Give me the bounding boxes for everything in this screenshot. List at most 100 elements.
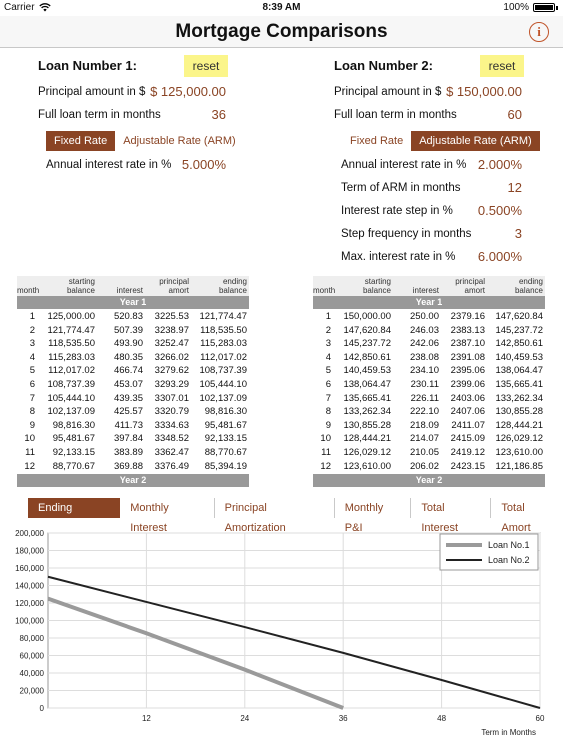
table-cell: 3293.29 (154, 379, 189, 390)
table-cell: 142,850.61 (343, 351, 391, 363)
table-row[interactable]: 9 98,816.30 411.73 3334.63 95,481.67 (17, 419, 249, 432)
x-tick-label: 48 (437, 714, 446, 723)
table-cell: 425.57 (113, 406, 143, 418)
loan-2-reset-button[interactable]: reset (480, 55, 524, 77)
table-cell: 98,816.30 (52, 419, 95, 431)
loan-2-arm-option[interactable]: Adjustable Rate (ARM) (411, 131, 540, 151)
chart-tabs: Ending Balance Monthly Interest Principa… (28, 498, 563, 534)
table-cell: 3 (29, 338, 35, 350)
table-cell: 135,665.41 (495, 379, 543, 390)
loan-1-fixed-rate-option[interactable]: Fixed Rate (46, 131, 116, 151)
loan-2-term-label: Full loan term in months (334, 109, 457, 121)
loan-1-interest-label: Annual interest rate in % (46, 159, 172, 171)
loan-1-interest-input[interactable]: 5.000% (181, 157, 226, 172)
table-row[interactable]: 3 145,237.72 242.06 2387.10 142,850.61 (313, 337, 545, 350)
loan-1-column-header: principal amort (159, 277, 189, 295)
table-row[interactable]: 12 88,770.67 369.88 3376.49 85,394.19 (17, 460, 249, 473)
table-row[interactable]: 11 92,133.15 383.89 3362.47 88,770.67 (17, 446, 249, 459)
table-cell: 3376.49 (154, 460, 189, 472)
table-cell: 2399.06 (450, 379, 485, 390)
info-icon[interactable]: i (529, 22, 549, 42)
table-row[interactable]: 11 126,029.12 210.05 2419.12 123,610.00 (313, 446, 545, 459)
table-cell: 95,481.67 (52, 433, 95, 445)
loan-2-year-2-header: Year 2 (313, 474, 545, 488)
table-cell: 133,262.34 (495, 392, 543, 404)
x-tick-label: 60 (536, 714, 545, 723)
table-cell: 2391.08 (450, 351, 485, 363)
table-row[interactable]: 2 147,620.84 246.03 2383.13 145,237.72 (313, 324, 545, 337)
table-row[interactable]: 5 140,459.53 234.10 2395.06 138,064.47 (313, 364, 545, 377)
table-cell: 12 (24, 460, 35, 472)
table-cell: 98,816.30 (204, 406, 247, 418)
loan-2-rate-step-input[interactable]: 0.500% (477, 203, 522, 218)
table-row[interactable]: 4 142,850.61 238.08 2391.08 140,459.53 (313, 351, 545, 364)
table-cell: 142,850.61 (495, 338, 543, 350)
tab-ending-balance[interactable]: Ending Balance (28, 498, 121, 534)
tab-monthly-pi[interactable]: Monthly P&I (335, 498, 412, 534)
loan-2-principal-label: Principal amount in $ (334, 86, 442, 98)
loan-2-arm-term-input[interactable]: 12 (507, 180, 522, 195)
table-row[interactable]: 1 150,000.00 250.00 2379.16 147,620.84 (313, 310, 545, 323)
table-cell: 1 (29, 311, 35, 322)
loan-1-year-1-header: Year 1 (17, 296, 249, 309)
tab-total-interest[interactable]: Total Interest (411, 498, 492, 534)
table-cell: 2403.06 (450, 392, 485, 404)
table-row[interactable]: 6 138,064.47 230.11 2399.06 135,665.41 (313, 378, 545, 391)
table-cell: 3 (325, 338, 331, 350)
table-cell: 222.10 (409, 406, 439, 418)
table-cell: 9 (29, 419, 35, 431)
table-cell: 10 (320, 433, 331, 445)
table-cell: 95,481.67 (204, 419, 247, 431)
loan-2-principal-input[interactable]: $ 150,000.00 (446, 84, 522, 99)
tab-total-amort[interactable]: Total Amort (501, 502, 531, 534)
loan-2-interest-input[interactable]: 2.000% (477, 157, 522, 172)
x-tick-label: 36 (339, 714, 348, 723)
table-row[interactable]: 10 95,481.67 397.84 3348.52 92,133.15 (17, 432, 249, 445)
table-row[interactable]: 2 121,774.47 507.39 3238.97 118,535.50 (17, 324, 249, 337)
table-row[interactable]: 1 125,000.00 520.83 3225.53 121,774.47 (17, 310, 249, 323)
series-line-loan-2 (47, 575, 541, 709)
table-cell: 206.02 (409, 460, 439, 472)
table-cell: 439.35 (113, 392, 143, 404)
loan-1-principal-input[interactable]: $ 125,000.00 (150, 84, 226, 99)
y-tick-label: 80,000 (20, 634, 45, 643)
loan-1-term-input[interactable]: 36 (211, 107, 226, 122)
y-tick-label: 0 (40, 704, 45, 713)
loan-2-fixed-rate-option[interactable]: Fixed Rate (350, 135, 404, 147)
loan-1-arm-option[interactable]: Adjustable Rate (ARM) (123, 135, 236, 147)
table-row[interactable]: 4 115,283.03 480.35 3266.02 112,017.02 (17, 351, 249, 364)
loan-2-arm-term-label: Term of ARM in months (341, 182, 461, 194)
loan-1-column-header: month (17, 286, 40, 295)
tab-principal-amortization[interactable]: Principal Amortization (215, 498, 335, 534)
loan-1-reset-button[interactable]: reset (184, 55, 228, 77)
table-row[interactable]: 6 108,737.39 453.07 3293.29 105,444.10 (17, 378, 249, 391)
table-cell: 88,770.67 (204, 447, 247, 458)
table-row[interactable]: 8 133,262.34 222.10 2407.06 130,855.28 (313, 405, 545, 418)
table-row[interactable]: 3 118,535.50 493.90 3252.47 115,283.03 (17, 337, 249, 350)
table-row[interactable]: 7 105,444.10 439.35 3307.01 102,137.09 (17, 392, 249, 405)
wifi-icon (38, 3, 51, 12)
loan-2-term-input[interactable]: 60 (507, 107, 522, 122)
table-cell: 246.03 (409, 324, 439, 336)
table-row[interactable]: 9 130,855.28 218.09 2411.07 128,444.21 (313, 419, 545, 432)
table-row[interactable]: 7 135,665.41 226.11 2403.06 133,262.34 (313, 392, 545, 405)
loan-2-max-rate-input[interactable]: 6.000% (477, 249, 522, 264)
table-cell: 105,444.10 (47, 392, 95, 404)
table-cell: 210.05 (409, 447, 439, 458)
table-cell: 128,444.21 (343, 433, 391, 445)
table-cell: 102,137.09 (47, 406, 95, 418)
table-cell: 3320.79 (154, 406, 189, 418)
table-row[interactable]: 12 123,610.00 206.02 2423.15 121,186.85 (313, 460, 545, 473)
tab-monthly-interest[interactable]: Monthly Interest (120, 498, 215, 534)
table-cell: 2411.07 (451, 419, 485, 431)
table-row[interactable]: 5 112,017.02 466.74 3279.62 108,737.39 (17, 364, 249, 377)
table-row[interactable]: 10 128,444.21 214.07 2415.09 126,029.12 (313, 432, 545, 445)
table-row[interactable]: 8 102,137.09 425.57 3320.79 98,816.30 (17, 405, 249, 418)
table-cell: 214.07 (409, 433, 439, 445)
loan-2-column-header: principal amort (455, 277, 485, 295)
table-cell: 118,535.50 (48, 338, 95, 350)
table-cell: 453.07 (113, 379, 143, 390)
table-cell: 135,665.41 (343, 392, 391, 404)
status-right: 100% (503, 2, 558, 13)
loan-2-step-frequency-input[interactable]: 3 (514, 226, 522, 241)
